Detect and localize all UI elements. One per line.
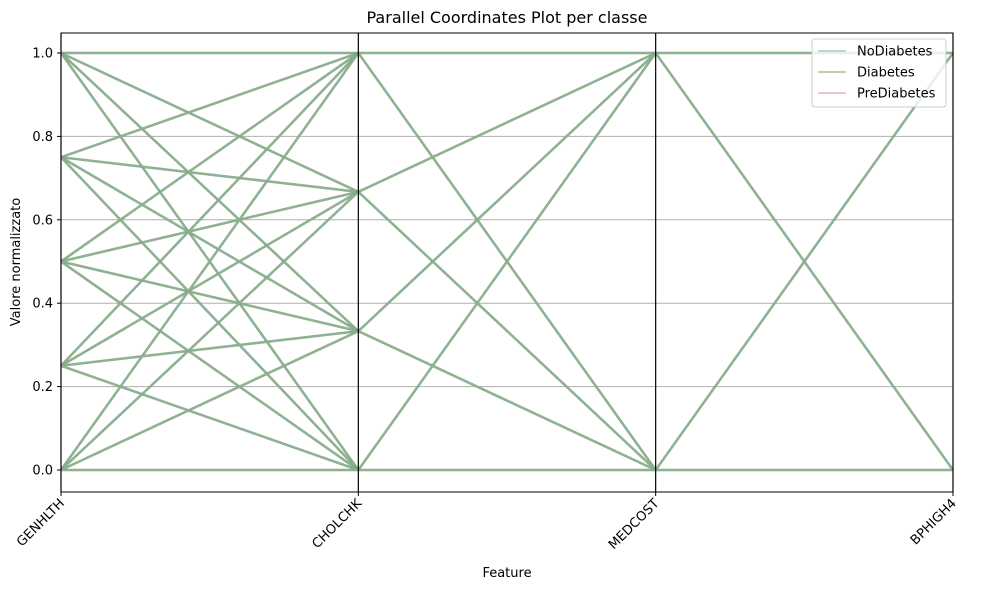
y-tick-label: 1.0 (32, 47, 53, 62)
data-line-nodiabetes (60, 330, 359, 471)
legend-label: PreDiabetes (857, 87, 936, 102)
data-line-nodiabetes (60, 52, 359, 263)
data-line-nodiabetes (357, 330, 657, 471)
data-line-nodiabetes (60, 260, 359, 471)
data-line-nodiabetes (357, 52, 657, 471)
data-line-nodiabetes (60, 52, 359, 367)
data-line-nodiabetes (60, 156, 359, 332)
y-axis-title: Valore normalizzato (9, 198, 24, 326)
data-line-nodiabetes (60, 260, 359, 333)
data-line-nodiabetes (60, 190, 359, 263)
data-line-nodiabetes (60, 364, 359, 471)
data-line-nodiabetes (60, 52, 360, 471)
data-line-nodiabetes (654, 52, 954, 471)
legend-box (811, 38, 947, 108)
legend-label: Diabetes (857, 66, 915, 81)
y-tick-label: 0.8 (32, 130, 53, 145)
y-tick-label: 0.2 (32, 380, 53, 395)
legend-label: NoDiabetes (857, 45, 933, 60)
data-line-nodiabetes (60, 156, 359, 193)
legend: NoDiabetes Diabetes PreDiabetes (811, 38, 947, 108)
data-line-nodiabetes (60, 191, 359, 471)
x-axis-title: Feature (482, 566, 531, 581)
data-line-nodiabetes (60, 52, 359, 159)
plot-frame (60, 32, 954, 493)
data-line-nodiabetes (60, 156, 359, 471)
data-line-nodiabetes (60, 191, 359, 367)
lines-layer (59, 51, 955, 472)
chart-title: Parallel Coordinates Plot per classe (367, 8, 648, 27)
y-tick-label: 0.4 (32, 297, 53, 312)
data-line-nodiabetes (357, 191, 657, 471)
data-line-nodiabetes (357, 52, 657, 193)
data-line-nodiabetes (60, 52, 359, 193)
data-line-nodiabetes (60, 52, 359, 332)
y-ticks: 0.0 0.2 0.4 0.6 0.8 1.0 (32, 47, 61, 479)
data-line-nodiabetes (60, 330, 359, 367)
y-tick-label: 0.0 (32, 464, 53, 479)
y-tick-label: 0.6 (32, 213, 53, 228)
data-line-nodiabetes (357, 52, 657, 332)
